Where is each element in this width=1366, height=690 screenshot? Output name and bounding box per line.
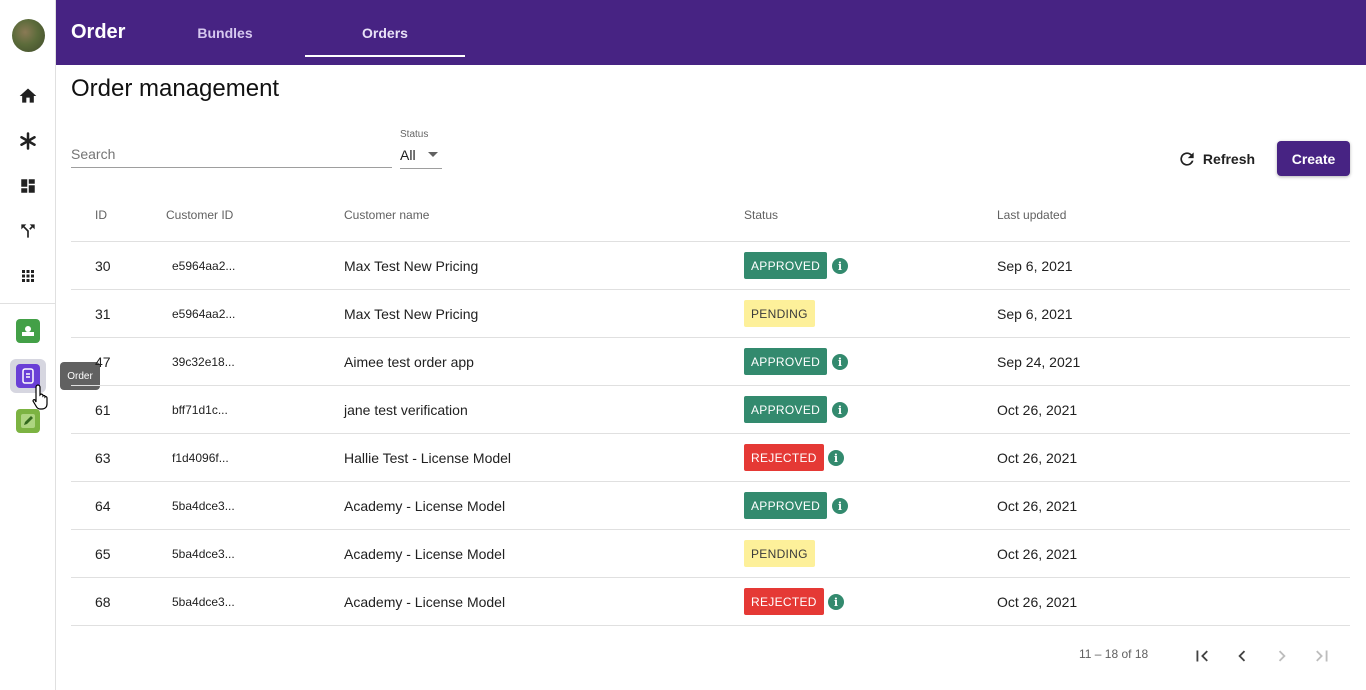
cell-customer-name: Max Test New Pricing (344, 306, 479, 322)
status-badge: REJECTED (744, 588, 824, 615)
status-badge: APPROVED (744, 348, 828, 375)
cell-customer-name: Max Test New Pricing (344, 258, 479, 274)
cell-id: 31 (95, 306, 111, 322)
info-icon[interactable]: i (832, 354, 848, 370)
refresh-button[interactable]: Refresh (1170, 141, 1262, 176)
status-filter-label: Status (400, 129, 429, 140)
last-page-icon[interactable] (1310, 644, 1334, 668)
cell-last-updated: Oct 26, 2021 (997, 594, 1078, 610)
first-page-icon[interactable] (1190, 644, 1214, 668)
tab-orders[interactable]: Orders (362, 24, 408, 41)
refresh-label: Refresh (1202, 150, 1256, 167)
page-title: Order management (71, 75, 280, 102)
cell-customer-id: 5ba4dce3... (172, 595, 235, 609)
cell-last-updated: Oct 26, 2021 (997, 450, 1078, 466)
table-row[interactable]: 30 e5964aa2... Max Test New Pricing APPROVE… (71, 242, 1350, 290)
dropdown-arrow-icon (428, 152, 438, 157)
cell-customer-name: Academy - License Model (344, 594, 506, 610)
info-icon[interactable]: i (828, 450, 844, 466)
cell-customer-id: f1d4096f... (172, 451, 229, 465)
cell-id: 30 (95, 258, 111, 274)
table-row[interactable]: 64 5ba4dce3... Academy - License Model APPR… (71, 482, 1350, 530)
cell-last-updated: Sep 24, 2021 (997, 354, 1081, 370)
next-page-icon[interactable] (1270, 644, 1294, 668)
status-badge: PENDING (744, 540, 815, 567)
table-row[interactable]: 61 bff71d1c... jane test verification APPRO… (71, 386, 1350, 434)
cell-customer-id: bff71d1c... (172, 403, 228, 417)
orders-table: ID Customer ID Customer name Status Last… (71, 190, 1350, 626)
create-button[interactable]: Create (1277, 141, 1350, 176)
column-header-customer-name[interactable]: Customer name (344, 208, 430, 222)
cell-customer-id: e5964aa2... (172, 259, 236, 273)
hand-cursor-icon (30, 382, 58, 410)
cell-last-updated: Sep 6, 2021 (997, 306, 1073, 322)
sidebar (0, 0, 56, 690)
status-badge: APPROVED (744, 396, 828, 423)
table-body: 30 e5964aa2... Max Test New Pricing APPROVE… (71, 242, 1350, 626)
cell-customer-name: Academy - License Model (344, 498, 506, 514)
sidebar-divider (0, 303, 55, 304)
cell-last-updated: Sep 6, 2021 (997, 258, 1073, 274)
table-row[interactable]: 68 5ba4dce3... Academy - License Model REJE… (71, 578, 1350, 626)
column-header-id[interactable]: ID (95, 208, 107, 222)
cell-customer-id: 39c32e18... (172, 355, 235, 369)
fork-icon[interactable] (16, 219, 40, 243)
cell-last-updated: Oct 26, 2021 (997, 402, 1078, 418)
active-tab-indicator (305, 55, 465, 57)
dashboard-icon[interactable] (16, 174, 40, 198)
cell-last-updated: Oct 26, 2021 (997, 498, 1078, 514)
previous-page-icon[interactable] (1230, 644, 1254, 668)
order-app-icon[interactable] (16, 364, 40, 388)
table-row[interactable]: 63 f1d4096f... Hallie Test - License Model… (71, 434, 1350, 482)
info-icon[interactable]: i (832, 402, 848, 418)
info-icon[interactable]: i (832, 498, 848, 514)
cell-customer-name: Academy - License Model (344, 546, 506, 562)
cell-id: 61 (95, 402, 111, 418)
app-title: Order (71, 21, 126, 43)
edit-app-icon[interactable] (16, 409, 40, 433)
search-input[interactable] (71, 140, 392, 162)
info-icon[interactable]: i (828, 594, 844, 610)
table-header: ID Customer ID Customer name Status Last… (71, 190, 1350, 242)
status-badge: REJECTED (744, 444, 824, 471)
status-badge: APPROVED (744, 252, 828, 279)
column-header-status[interactable]: Status (744, 208, 779, 222)
cell-customer-id: e5964aa2... (172, 307, 236, 321)
search-field[interactable] (71, 140, 392, 168)
status-badge: PENDING (744, 300, 815, 327)
cell-id: 65 (95, 546, 111, 562)
cell-customer-id: 5ba4dce3... (172, 547, 235, 561)
cell-customer-name: Hallie Test - License Model (344, 450, 512, 466)
refresh-icon (1180, 151, 1194, 166)
pagination-range: 11 – 18 of 18 (1079, 647, 1149, 661)
cell-customer-name: jane test verification (344, 402, 468, 418)
status-badge: APPROVED (744, 492, 828, 519)
cell-last-updated: Oct 26, 2021 (997, 546, 1078, 562)
green-app-icon[interactable] (16, 319, 40, 343)
cell-customer-name: Aimee test order app (344, 354, 474, 370)
avatar[interactable] (12, 19, 45, 52)
apps-grid-icon[interactable] (16, 264, 40, 288)
status-filter-select[interactable]: All (400, 144, 442, 169)
cell-id: 64 (95, 498, 111, 514)
table-row[interactable]: 47 39c32e18... Aimee test order app APPROVE… (71, 338, 1350, 386)
cell-customer-id: 5ba4dce3... (172, 499, 235, 513)
cell-id: 68 (95, 594, 111, 610)
column-header-customer-id[interactable]: Customer ID (166, 208, 234, 222)
cell-id: 47 (95, 354, 111, 370)
asterisk-icon[interactable] (16, 129, 40, 153)
table-row[interactable]: 65 5ba4dce3... Academy - License Model PEND… (71, 530, 1350, 578)
tab-bundles[interactable]: Bundles (197, 24, 253, 41)
cell-id: 63 (95, 450, 111, 466)
table-row[interactable]: 31 e5964aa2... Max Test New Pricing PENDING… (71, 290, 1350, 338)
column-header-last-updated[interactable]: Last updated (997, 208, 1067, 222)
info-icon[interactable]: i (832, 258, 848, 274)
top-app-bar: Order Bundles Orders (56, 0, 1366, 65)
home-icon[interactable] (16, 84, 40, 108)
status-filter-value: All (400, 147, 416, 163)
